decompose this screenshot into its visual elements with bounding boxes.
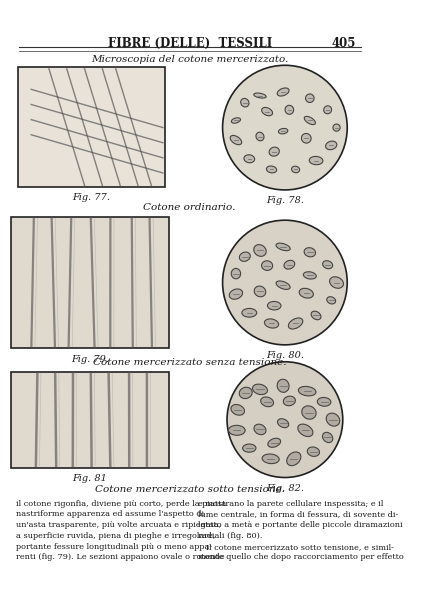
Text: Fig. 77.: Fig. 77. [72, 193, 110, 202]
Circle shape [222, 220, 346, 345]
Ellipse shape [276, 379, 288, 393]
Ellipse shape [230, 405, 244, 415]
Ellipse shape [303, 247, 315, 257]
Ellipse shape [283, 260, 294, 269]
Ellipse shape [253, 93, 265, 98]
Ellipse shape [322, 261, 332, 268]
Ellipse shape [277, 419, 288, 427]
Ellipse shape [260, 397, 273, 407]
Ellipse shape [261, 107, 272, 116]
Ellipse shape [228, 426, 245, 435]
Ellipse shape [266, 166, 276, 173]
Ellipse shape [262, 454, 279, 464]
Ellipse shape [325, 141, 336, 150]
Ellipse shape [240, 98, 248, 107]
Bar [18, 67, 164, 187]
Ellipse shape [286, 452, 300, 466]
Ellipse shape [301, 134, 311, 143]
Bar [11, 217, 169, 349]
Ellipse shape [276, 281, 289, 290]
Text: FIBRE (DELLE)  TESSILI: FIBRE (DELLE) TESSILI [107, 37, 271, 49]
Ellipse shape [261, 261, 272, 270]
Ellipse shape [242, 444, 255, 452]
Ellipse shape [304, 116, 315, 125]
Ellipse shape [241, 308, 256, 317]
Ellipse shape [268, 147, 279, 156]
Ellipse shape [255, 132, 263, 141]
Ellipse shape [311, 311, 320, 320]
Ellipse shape [239, 387, 252, 399]
Ellipse shape [230, 135, 241, 144]
Ellipse shape [276, 88, 288, 96]
Ellipse shape [229, 289, 242, 299]
Text: Fig. 82.: Fig. 82. [265, 483, 303, 492]
Text: Cotone ordinario.: Cotone ordinario. [143, 203, 235, 213]
Ellipse shape [253, 424, 265, 435]
Circle shape [222, 65, 346, 190]
Ellipse shape [307, 447, 319, 456]
Ellipse shape [325, 413, 339, 426]
Ellipse shape [299, 288, 313, 298]
Ellipse shape [253, 244, 265, 256]
Text: Fig. 79.: Fig. 79. [71, 355, 109, 364]
Ellipse shape [308, 157, 322, 165]
Ellipse shape [305, 94, 314, 102]
Ellipse shape [278, 128, 287, 134]
Ellipse shape [291, 166, 299, 173]
Text: il cotone rigonfia, diviene più corto, perde la piatta
nastriforme apparenza ed : il cotone rigonfia, diviene più corto, p… [16, 500, 226, 561]
Text: e mostrano la parete cellulare inspessita; e il
lume centrale, in forma di fessu: e mostrano la parete cellulare inspessit… [197, 500, 403, 562]
Ellipse shape [243, 155, 254, 163]
Ellipse shape [231, 268, 240, 279]
Text: Fig. 78.: Fig. 78. [265, 196, 303, 205]
Ellipse shape [332, 124, 340, 131]
Ellipse shape [302, 272, 316, 279]
Ellipse shape [301, 406, 315, 419]
Ellipse shape [298, 386, 315, 396]
Ellipse shape [326, 297, 335, 304]
Ellipse shape [323, 106, 331, 114]
Text: Cotone mercerizzato senza tensione.: Cotone mercerizzato senza tensione. [93, 358, 286, 367]
Ellipse shape [239, 252, 250, 261]
Text: Cotone mercerizzato sotto tensione.: Cotone mercerizzato sotto tensione. [95, 485, 284, 494]
Bar [11, 371, 169, 468]
Circle shape [227, 362, 342, 477]
Ellipse shape [252, 384, 267, 394]
Text: Fig. 81: Fig. 81 [72, 474, 107, 483]
Ellipse shape [285, 105, 293, 114]
Text: 405: 405 [331, 37, 355, 49]
Ellipse shape [231, 118, 240, 123]
Ellipse shape [275, 243, 290, 250]
Ellipse shape [253, 286, 265, 297]
Ellipse shape [267, 302, 280, 310]
Ellipse shape [267, 438, 280, 447]
Text: Fig. 80.: Fig. 80. [265, 351, 303, 360]
Ellipse shape [297, 424, 312, 436]
Ellipse shape [264, 319, 278, 328]
Text: Microscopia del cotone mercerizzato.: Microscopia del cotone mercerizzato. [91, 55, 288, 64]
Ellipse shape [329, 277, 343, 288]
Ellipse shape [288, 318, 302, 329]
Ellipse shape [322, 432, 332, 442]
Ellipse shape [282, 396, 295, 406]
Ellipse shape [317, 397, 330, 406]
